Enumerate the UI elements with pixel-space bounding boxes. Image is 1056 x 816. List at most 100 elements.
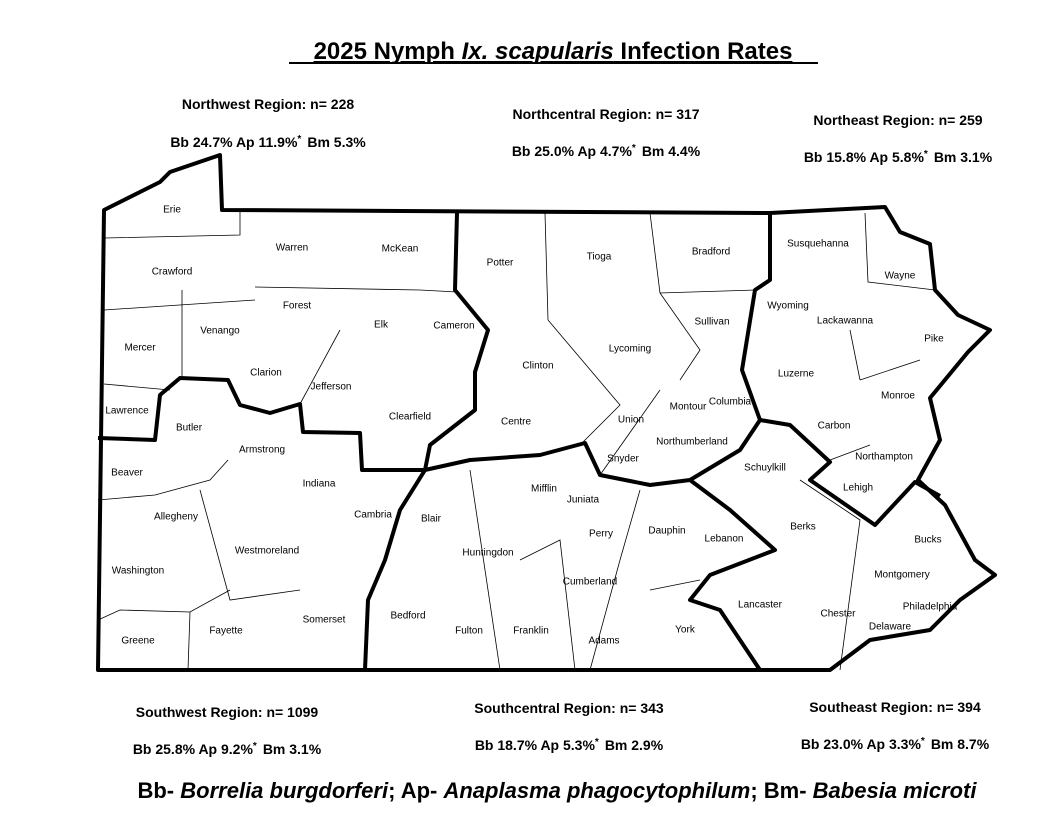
region-border	[688, 478, 777, 672]
county-name: Northampton	[855, 452, 913, 463]
rate-bb: Bb 15.8%	[804, 149, 867, 165]
county-name: Erie	[163, 205, 181, 216]
county-name: Somerset	[303, 615, 346, 626]
county-border	[97, 212, 936, 671]
county-name: Lancaster	[738, 600, 783, 611]
county-name: York	[675, 625, 696, 636]
county-name: Northumberland	[656, 437, 728, 448]
county-name: Bucks	[914, 535, 941, 546]
county-name: Clearfield	[389, 412, 431, 423]
region-label: Northcentral Region: n= 317	[512, 106, 699, 122]
region-border	[363, 468, 427, 671]
county-name: Fulton	[455, 626, 483, 637]
county-name: McKean	[382, 244, 419, 255]
county-name: Wyoming	[767, 301, 809, 312]
rate-ap: Ap 11.9%	[236, 134, 298, 150]
rate-bm: Bm 8.7%	[931, 736, 990, 752]
title: 2025 Nymph Ix. scapularis Infection Rate…	[314, 38, 793, 65]
county-name: Crawford	[152, 267, 193, 278]
county-name: Armstrong	[239, 445, 285, 456]
rate-bm: Bm 3.1%	[263, 741, 322, 757]
county-name: Lehigh	[843, 483, 873, 494]
region-rates: Bb 25.8% Ap 9.2%* Bm 3.1%	[133, 741, 322, 757]
county-name: Montour	[670, 402, 707, 413]
county-name: Perry	[589, 529, 613, 540]
county-name: Bedford	[390, 611, 425, 622]
rate-note: *	[924, 149, 928, 160]
rate-note: *	[632, 143, 636, 154]
rate-ap: Ap 3.3%	[866, 736, 921, 752]
rate-bb: Bb 23.0%	[801, 736, 864, 752]
title-rest: Infection Rates	[620, 38, 792, 65]
county-name: Monroe	[881, 391, 915, 402]
county-name: Huntingdon	[462, 548, 513, 559]
county-name: Jefferson	[311, 382, 352, 393]
region-label: Southeast Region: n= 394	[809, 699, 981, 715]
rate-bb: Bb 25.0%	[512, 143, 575, 159]
county-name: Beaver	[111, 468, 143, 479]
county-name: Berks	[790, 522, 816, 533]
county-name: Fayette	[209, 626, 243, 637]
rate-note: *	[253, 741, 257, 752]
region-border	[97, 376, 425, 472]
rate-note: *	[297, 134, 301, 145]
rate-note: *	[921, 736, 925, 747]
county-name: Greene	[121, 636, 155, 647]
region-rates: Bb 25.0% Ap 4.7%* Bm 4.4%	[512, 143, 701, 159]
region-label: Southcentral Region: n= 343	[474, 700, 664, 716]
county-name: Mifflin	[531, 484, 557, 495]
legend-abbr: ; Ap-	[388, 778, 437, 803]
county-name: Franklin	[513, 626, 549, 637]
legend-name: Anaplasma phagocytophilum	[442, 778, 750, 803]
county-name: Chester	[820, 609, 856, 620]
county-name: Clarion	[250, 368, 282, 379]
county-name: Blair	[421, 514, 442, 525]
title-species: Ix. scapularis	[462, 38, 614, 65]
rate-ap: Ap 5.3%	[540, 737, 595, 753]
county-name: Venango	[200, 326, 240, 337]
county-name: Luzerne	[778, 369, 815, 380]
rate-bb: Bb 24.7%	[170, 134, 233, 150]
county-name: Dauphin	[648, 526, 685, 537]
legend-name: Borrelia burgdorferi	[180, 778, 389, 803]
region-rates: Bb 15.8% Ap 5.8%* Bm 3.1%	[804, 149, 993, 165]
region-border	[759, 418, 941, 527]
rate-bm: Bm 3.1%	[934, 149, 993, 165]
county-name: Snyder	[607, 454, 639, 465]
county-name: Cumberland	[563, 577, 617, 588]
county-name: Lackawanna	[817, 316, 874, 327]
county-name: Lebanon	[705, 534, 744, 545]
county-name: Bradford	[692, 247, 730, 258]
county-name: Indiana	[303, 479, 336, 490]
county-name: Wayne	[885, 271, 916, 282]
county-name: Juniata	[567, 495, 600, 506]
rate-bm: Bm 4.4%	[642, 143, 701, 159]
county-name: Schuylkill	[744, 463, 786, 474]
county-name: Mercer	[124, 343, 156, 354]
county-name: Philadelphia	[903, 602, 958, 613]
county-name: Warren	[276, 243, 308, 254]
legend: Bb- Borrelia burgdorferi; Ap- Anaplasma …	[137, 778, 977, 803]
region-rates: Bb 24.7% Ap 11.9%* Bm 5.3%	[170, 134, 366, 150]
county-name: Westmoreland	[235, 546, 299, 557]
rate-bb: Bb 25.8%	[133, 741, 196, 757]
county-name: Lycoming	[609, 344, 651, 355]
county-name: Washington	[112, 566, 164, 577]
region-rates: Bb 23.0% Ap 3.3%* Bm 8.7%	[801, 736, 990, 752]
rate-note: *	[595, 737, 599, 748]
state-outline	[96, 153, 997, 672]
region-rates: Bb 18.7% Ap 5.3%* Bm 2.9%	[475, 737, 664, 753]
rate-ap: Ap 5.8%	[869, 149, 924, 165]
county-name: Clinton	[522, 361, 553, 372]
county-name: Carbon	[818, 421, 851, 432]
rate-bb: Bb 18.7%	[475, 737, 538, 753]
county-name: Adams	[588, 636, 619, 647]
rate-ap: Ap 9.2%	[198, 741, 253, 757]
county-name: Columbia	[709, 397, 752, 408]
county-name: Allegheny	[154, 512, 198, 523]
county-name: Potter	[487, 258, 514, 269]
county-name: Centre	[501, 417, 531, 428]
county-name: Pike	[924, 334, 944, 345]
rate-bm: Bm 5.3%	[307, 134, 366, 150]
title-lead: 2025 Nymph	[314, 38, 455, 65]
